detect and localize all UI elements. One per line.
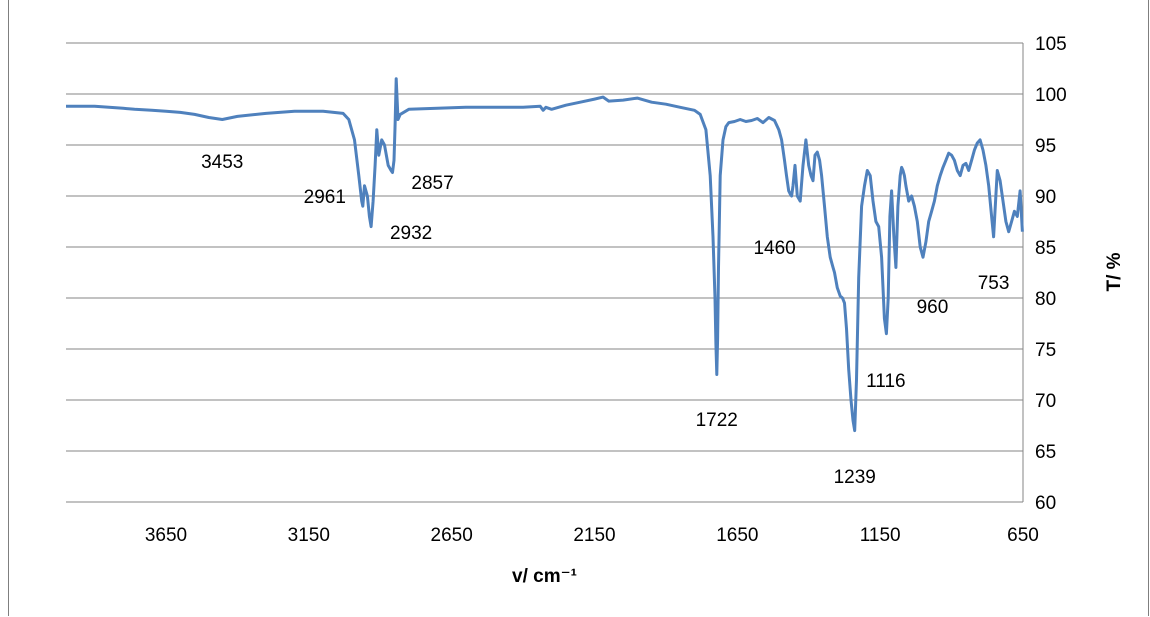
y-tick-label: 75 [1035, 340, 1056, 361]
y-tick-label: 70 [1035, 391, 1056, 412]
y-tick-label: 80 [1035, 289, 1056, 310]
x-tick-label: 2650 [431, 525, 473, 546]
x-tick-label: 3650 [145, 525, 187, 546]
peak-label: 753 [978, 273, 1010, 294]
x-tick-label: 2150 [573, 525, 615, 546]
peak-label: 1116 [866, 371, 905, 392]
chart-frame [8, 0, 1149, 616]
y-tick-label: 90 [1035, 187, 1056, 208]
peak-label: 1239 [834, 467, 876, 488]
x-tick-label: 3150 [288, 525, 330, 546]
x-axis-ticks: 3650 3150 2650 2150 1650 1150 650 [145, 525, 1039, 546]
x-tick-label: 650 [1007, 525, 1039, 546]
peak-label: 960 [917, 297, 949, 318]
peak-labels: 3453 2961 2932 2857 1722 1460 1239 1116 960 753 [201, 152, 1009, 488]
y-tick-label: 105 [1035, 34, 1067, 55]
x-tick-label: 1150 [860, 525, 901, 546]
peak-label: 2857 [411, 173, 453, 194]
y-tick-label: 95 [1035, 136, 1056, 157]
y-axis-title: T/ % [1104, 252, 1125, 291]
gridlines [66, 42, 1024, 503]
peak-label: 2961 [304, 187, 346, 208]
spectrum-line [66, 77, 1024, 433]
peak-label: 1460 [753, 238, 795, 259]
y-tick-label: 65 [1035, 442, 1056, 463]
x-axis-title: v/ cm⁻¹ [512, 566, 577, 587]
x-tick-label: 1650 [716, 525, 758, 546]
peak-label: 1722 [696, 410, 738, 431]
y-axis-ticks: 60 65 70 75 80 85 90 95 100 105 [1035, 34, 1067, 514]
y-tick-label: 85 [1035, 238, 1056, 259]
peak-label: 2932 [390, 223, 432, 244]
y-tick-label: 100 [1035, 85, 1067, 106]
peak-label: 3453 [201, 152, 243, 173]
y-tick-label: 60 [1035, 493, 1056, 514]
